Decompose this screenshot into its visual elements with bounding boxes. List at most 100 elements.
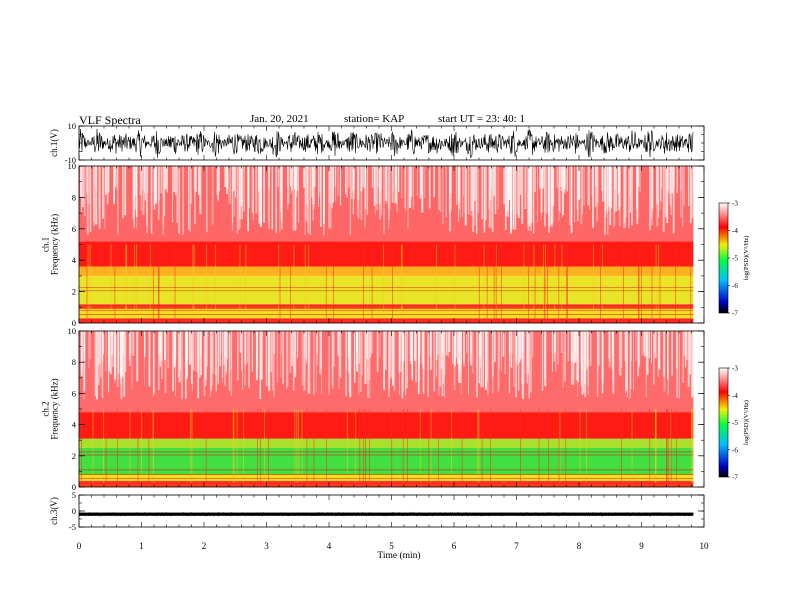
y-tick-label: 0 [72,482,76,492]
impulse-line [631,409,633,483]
noise-streak [286,166,289,210]
noise-streak [551,166,554,224]
noise-streak [144,331,146,387]
noise-streak [556,166,558,189]
noise-streak [237,166,240,231]
noise-streak [578,166,581,200]
noise-streak [510,331,513,368]
impulse-line [483,244,485,319]
noise-streak [607,166,609,235]
noise-streak [475,166,478,234]
impulse-line [602,244,603,319]
impulse-line [435,244,437,319]
noise-streak [153,331,155,394]
noise-streak [643,331,646,357]
trace-band-ch3 [79,512,694,516]
noise-streak [323,166,325,224]
band-0 [79,318,694,323]
noise-streak [631,166,633,226]
noise-streak [259,331,262,400]
noise-streak [194,166,197,192]
noise-streak [243,166,245,212]
impulse-line [666,409,667,483]
noise-streak [494,331,496,363]
noise-streak [248,166,250,208]
noise-streak [357,166,360,201]
noise-streak [231,166,233,223]
noise-streak [226,166,229,189]
noise-streak [116,166,119,235]
noise-streak [255,166,258,214]
noise-streak [212,331,214,374]
noise-streak [256,331,258,360]
noise-streak [204,331,206,378]
noise-streak [467,331,469,396]
noise-streak [651,166,654,208]
noise-streak [331,166,333,209]
noise-streak [515,331,518,398]
noise-streak [466,331,468,354]
noise-streak [172,331,175,392]
noise-streak [260,331,263,380]
noise-streak [320,331,322,369]
y-axis-label: ch.1 [41,237,51,252]
noise-streak [637,166,640,188]
noise-streak [528,331,530,399]
noise-streak [290,166,293,191]
noise-streak [291,331,293,366]
noise-streak [574,166,576,223]
noise-streak [589,331,592,367]
noise-streak [110,331,112,375]
y-tick-label: 6 [72,388,76,398]
impulse-line [355,409,357,483]
impulse-line [542,244,544,319]
noise-streak [304,331,306,382]
colorbar-tick-label: -4 [732,227,738,235]
noise-streak [618,331,621,375]
noise-streak [369,331,372,358]
noise-streak [577,331,579,382]
noise-streak [518,331,520,391]
noise-streak [248,331,250,388]
impulse-line [215,244,216,319]
noise-streak [316,331,318,366]
noise-streak [281,166,283,229]
noise-streak [516,166,518,215]
noise-streak [88,331,90,368]
noise-streak [580,331,582,377]
noise-streak [136,331,139,382]
band-1 [79,474,694,481]
impulse-line [641,244,642,319]
noise-streak [108,331,110,372]
noise-streak [462,166,464,217]
impulse-line [478,409,480,483]
noise-streak [98,331,100,386]
noise-streak [612,166,614,228]
noise-streak [564,166,567,190]
noise-streak [629,331,631,399]
noise-streak [464,166,467,226]
noise-streak [332,166,334,203]
impulse-line [534,244,536,319]
noise-streak [172,166,174,223]
noise-streak [133,166,135,199]
noise-streak [259,166,262,188]
noise-streak [445,166,447,217]
colorbar-tick-label: -4 [732,392,738,400]
noise-streak [328,331,330,396]
x-tick-label: 0 [77,541,82,551]
x-tick-label: 2 [202,541,207,551]
impulse-line [548,409,549,483]
noise-streak [134,166,136,210]
noise-streak [421,331,424,364]
noise-streak [440,331,443,370]
impulse-line [383,244,385,319]
noise-streak [497,331,500,392]
noise-streak [519,166,522,195]
noise-streak [503,331,505,356]
noise-streak [441,331,444,396]
impulse-line [567,244,568,319]
noise-streak [401,331,404,399]
noise-streak [371,331,373,354]
impulse-line [495,244,497,319]
